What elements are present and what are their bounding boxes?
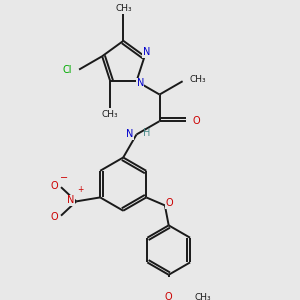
Text: N: N	[126, 130, 134, 140]
Text: CH₃: CH₃	[102, 110, 119, 119]
Text: O: O	[50, 181, 58, 191]
Text: O: O	[165, 292, 172, 300]
Text: CH₃: CH₃	[189, 75, 206, 84]
Text: Cl: Cl	[63, 64, 73, 75]
Text: N: N	[67, 196, 74, 206]
Text: H: H	[143, 128, 151, 138]
Text: O: O	[166, 199, 173, 208]
Text: +: +	[77, 185, 83, 194]
Text: O: O	[50, 212, 58, 222]
Text: CH₃: CH₃	[195, 293, 211, 300]
Text: −: −	[60, 172, 68, 183]
Text: CH₃: CH₃	[115, 4, 132, 13]
Text: N: N	[136, 78, 144, 88]
Text: N: N	[143, 47, 150, 58]
Text: O: O	[193, 116, 200, 126]
